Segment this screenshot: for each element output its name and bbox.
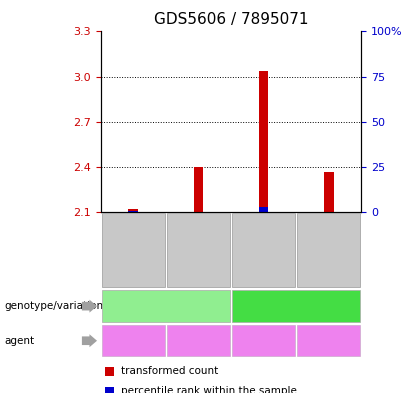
Text: vehicle: vehicle xyxy=(309,336,349,346)
Title: GDS5606 / 7895071: GDS5606 / 7895071 xyxy=(154,13,308,28)
Text: GSM1527240: GSM1527240 xyxy=(259,218,268,283)
Text: DHT: DHT xyxy=(121,336,145,346)
Bar xyxy=(324,171,333,212)
Text: GSM1527242: GSM1527242 xyxy=(129,218,138,283)
Bar xyxy=(194,167,203,212)
Bar xyxy=(259,207,268,212)
Text: GSM1527241: GSM1527241 xyxy=(194,218,203,283)
Text: transformed count: transformed count xyxy=(121,366,218,376)
Bar xyxy=(129,209,138,212)
Text: vehicle: vehicle xyxy=(178,336,218,346)
Text: percentile rank within the sample: percentile rank within the sample xyxy=(121,386,297,393)
Bar xyxy=(259,71,268,212)
Text: DHT: DHT xyxy=(252,336,276,346)
Text: genotype/variation: genotype/variation xyxy=(4,301,103,311)
Text: GSM1527239: GSM1527239 xyxy=(324,218,333,283)
Bar xyxy=(129,211,138,212)
Text: control: control xyxy=(278,301,314,311)
Text: agent: agent xyxy=(4,336,34,346)
Text: RUNX1 knockdown: RUNX1 knockdown xyxy=(117,301,215,311)
